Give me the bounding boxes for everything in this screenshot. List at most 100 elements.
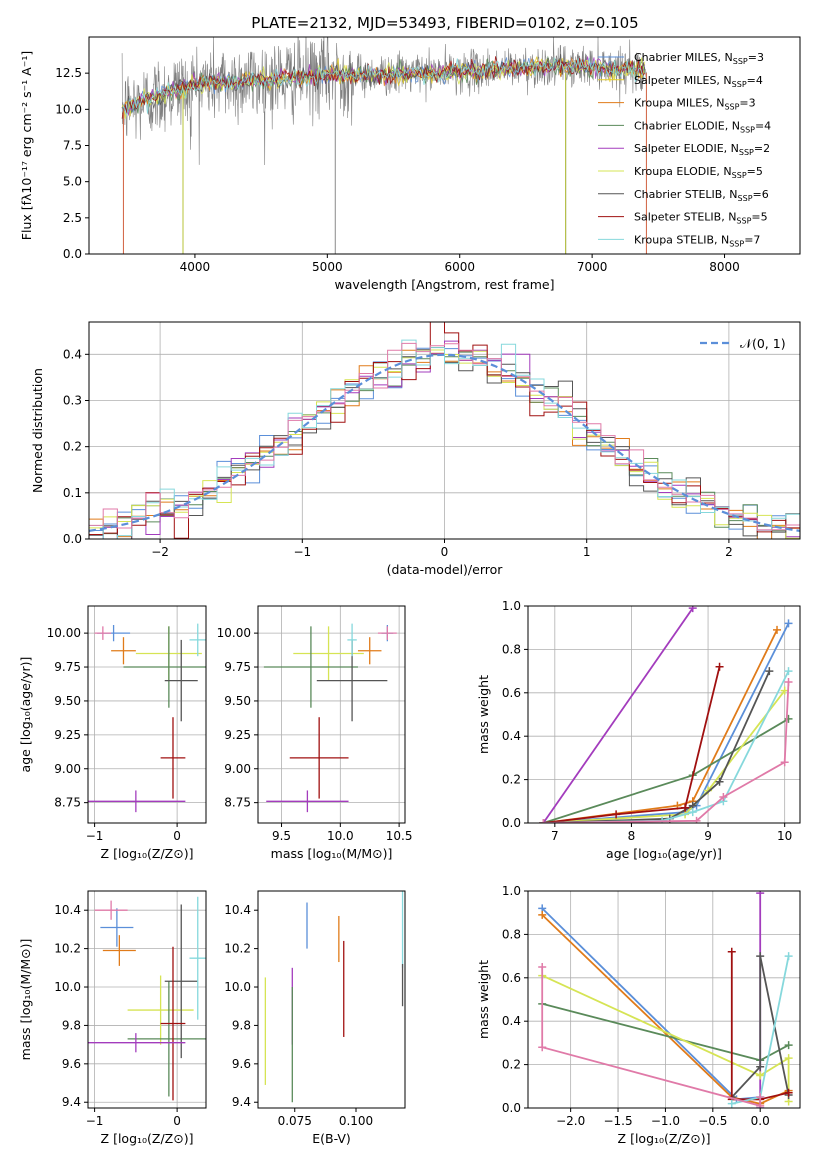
plot-mass_vs_z: −1 0 9.4 9.6 9.8 10.0 10.2 10.4 Z [log₁₀(Z/Z⊙)] m… (18, 890, 207, 1146)
mass-weight-line (543, 666, 721, 823)
legend-entry: Salpeter STELIB, NSSP=5 (634, 211, 768, 226)
legend-entry: Chabrier MILES, NSSP=3 (634, 51, 764, 66)
x-tick-label: 7 (551, 829, 559, 843)
y-tick-label: 9.00 (54, 762, 81, 776)
mass-weight-marker (773, 625, 782, 634)
y-tick-label: 9.75 (224, 660, 251, 674)
y-tick-label: 9.25 (224, 728, 251, 742)
mass-weight-marker (784, 952, 793, 961)
error-bar-point (189, 623, 206, 657)
error-bar-point (293, 626, 364, 681)
model-spectrum-line (121, 56, 646, 119)
y-tick-label: 5.0 (63, 175, 82, 189)
age_vs_z-xlabel: Z [log₁₀(Z/Z⊙)] (101, 846, 194, 861)
error-bar-point (127, 975, 194, 1045)
y-tick-label: 0.1 (63, 486, 82, 500)
legend-entry: Chabrier ELODIE, NSSP=4 (634, 119, 771, 134)
y-tick-label: 12.5 (55, 66, 82, 80)
mass-weight-marker (756, 1093, 765, 1102)
y-tick-label: 10.00 (47, 626, 81, 640)
mass-weight-series (539, 686, 789, 823)
age_vs_z-grid (88, 606, 206, 823)
age_vs_mass-grid (258, 606, 405, 823)
mass_weight_vs_age-xlabel: age [log₁₀(age/yr)] (606, 846, 722, 861)
mass-weight-line (730, 951, 789, 1101)
x-tick-label: −1 (86, 1114, 104, 1128)
mass-weight-marker (756, 891, 765, 898)
mass_weight_vs_age-ylabel: mass weight (476, 675, 491, 754)
mass_weight_vs_z-frame (527, 890, 801, 1109)
mass-weight-marker (612, 810, 621, 819)
error-bar-point (123, 626, 206, 708)
mass-weight-marker (688, 606, 697, 613)
error-bar-point (189, 896, 206, 1020)
error-bar-point (164, 639, 198, 722)
x-tick-label: 6000 (444, 260, 475, 274)
legend-entry: Kroupa ELODIE, NSSP=5 (634, 165, 763, 180)
mass_weight_vs_z-marks (538, 891, 793, 1108)
mass-weight-marker (784, 1041, 793, 1050)
mass-weight-marker (784, 714, 793, 723)
mass_vs_z-ylabel: mass [log₁₀(M/M⊙)] (18, 939, 33, 1061)
error-bar-point (164, 904, 198, 1059)
y-tick-label: 1.0 (502, 599, 521, 613)
plot-residuals: −2 −1 0 1 2 0.0 0.1 0.2 0.3 0.4 (data-model)/error… (30, 321, 801, 577)
mass-weight-line (543, 690, 786, 823)
residuals-xlabel: (data-model)/error (387, 562, 504, 577)
y-tick-label: 9.50 (224, 694, 251, 708)
legend-entry: 𝒩(0, 1) (740, 336, 786, 351)
y-tick-label: 0.4 (63, 347, 82, 361)
residuals-ylabel: Normed distribution (30, 368, 45, 493)
y-tick-label: 10.0 (54, 980, 81, 994)
y-tick-label: 10.2 (54, 942, 81, 956)
y-tick-label: 0.0 (502, 816, 521, 830)
error-bar-point (111, 637, 136, 665)
spectrum-marks (121, 37, 647, 254)
y-tick-label: 10.0 (224, 980, 251, 994)
error-bar-point (289, 717, 349, 799)
error-bar-point (94, 900, 128, 920)
y-tick-label: 0.4 (502, 729, 521, 743)
mass-weight-line (542, 607, 694, 823)
gaussian-curve (89, 353, 800, 532)
mass_vs_z-frame (87, 890, 207, 1109)
y-tick-label: 9.25 (54, 728, 81, 742)
plot-mass_weight_vs_age: 7 8 9 10 0.0 0.2 0.4 0.6 0.8 1.0 age [log₁₀(age/yr… (476, 599, 801, 861)
x-tick-label: −2.0 (556, 1114, 585, 1128)
x-tick-label: −1.0 (651, 1114, 680, 1128)
y-tick-label: 9.75 (54, 660, 81, 674)
mass-weight-marker (719, 792, 728, 801)
x-tick-label: 9.5 (272, 829, 291, 843)
y-tick-label: 10.00 (217, 626, 251, 640)
x-tick-label: 2 (725, 545, 733, 559)
mass-weight-marker (784, 619, 793, 628)
y-tick-label: 0.8 (502, 927, 521, 941)
mass-weight-marker (784, 677, 793, 686)
mass-weight-marker (538, 962, 547, 971)
x-tick-label: −1 (293, 545, 311, 559)
x-tick-label: 10.5 (386, 829, 413, 843)
error-bar-point (127, 981, 206, 1097)
mass-weight-series (539, 662, 724, 823)
model-spectrum-line (121, 57, 646, 116)
mass-weight-series (539, 606, 697, 823)
mass-weight-line (541, 967, 762, 1107)
y-tick-label: 9.6 (232, 1057, 251, 1071)
error-bar-point (102, 935, 136, 966)
y-tick-label: 0.8 (502, 642, 521, 656)
legend-entry: Kroupa STELIB, NSSP=7 (634, 233, 760, 248)
mass-weight-marker (538, 1043, 547, 1052)
mass-weight-line (543, 681, 790, 823)
error-bar-point (100, 908, 134, 947)
x-tick-label: 10.0 (327, 829, 354, 843)
plot-mass_weight_vs_z: −2.0 −1.5 −1.0 −0.5 0.0 0.0 0.2 0.4 0.6 0.8 1.0 Z [… (476, 884, 801, 1146)
mass-weight-line (541, 974, 790, 1102)
x-tick-label: 8 (628, 829, 636, 843)
mass-weight-marker (727, 947, 736, 956)
mass_weight_vs_age-marks (539, 606, 793, 823)
age_vs_z-ylabel: age [log₁₀(age/yr)] (18, 657, 33, 773)
observed-spectrum (121, 37, 647, 166)
x-tick-label: −1.5 (603, 1114, 632, 1128)
plot-age_vs_z: −1 0 8.75 9.00 9.25 9.50 9.75 10.00 Z [log₁₀(Z/Z… (18, 605, 207, 861)
